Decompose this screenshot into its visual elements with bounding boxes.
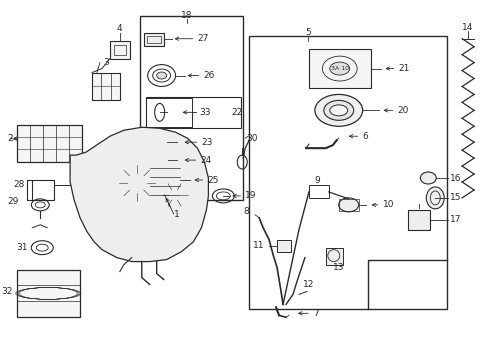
Text: 17: 17 — [450, 215, 462, 224]
Ellipse shape — [330, 105, 348, 116]
Text: 3A 10: 3A 10 — [331, 66, 349, 71]
Bar — [309, 185, 329, 198]
Text: 18: 18 — [181, 11, 192, 20]
Text: 14: 14 — [463, 23, 474, 32]
Text: 8: 8 — [244, 207, 249, 216]
Text: 2: 2 — [7, 134, 13, 143]
Bar — [92, 73, 120, 100]
Text: 33: 33 — [199, 108, 211, 117]
Bar — [326, 248, 343, 265]
Text: 27: 27 — [197, 34, 209, 43]
Text: 28: 28 — [13, 180, 24, 189]
Text: 19: 19 — [245, 192, 257, 201]
Text: 20: 20 — [397, 106, 409, 115]
Text: 10: 10 — [383, 201, 394, 210]
Ellipse shape — [339, 198, 359, 212]
Bar — [17, 270, 80, 317]
Bar — [144, 33, 164, 46]
Text: 6: 6 — [363, 132, 368, 141]
Bar — [147, 36, 161, 43]
Text: 13: 13 — [333, 263, 344, 272]
Bar — [277, 240, 291, 252]
Bar — [249, 36, 447, 309]
Bar — [146, 98, 241, 128]
Bar — [339, 199, 359, 211]
Ellipse shape — [150, 164, 179, 172]
Text: 12: 12 — [303, 280, 315, 289]
Text: 31: 31 — [16, 243, 27, 252]
Text: 30: 30 — [246, 134, 258, 143]
Bar — [309, 49, 370, 89]
Bar — [32, 180, 54, 200]
Bar — [408, 210, 430, 230]
Ellipse shape — [153, 131, 167, 153]
Text: 5: 5 — [305, 28, 311, 37]
Circle shape — [132, 178, 142, 188]
Text: 26: 26 — [203, 71, 215, 80]
Text: 24: 24 — [200, 156, 212, 165]
Text: 3: 3 — [103, 58, 109, 67]
Text: 29: 29 — [7, 197, 18, 206]
Text: 11: 11 — [253, 241, 264, 250]
Ellipse shape — [330, 62, 350, 75]
Text: 15: 15 — [450, 193, 462, 202]
Text: 25: 25 — [207, 176, 219, 185]
Text: 9: 9 — [314, 176, 320, 185]
Text: 21: 21 — [398, 64, 410, 73]
Text: 1: 1 — [173, 210, 179, 219]
Text: 32: 32 — [1, 287, 12, 296]
Text: 7: 7 — [313, 309, 318, 318]
Ellipse shape — [426, 187, 444, 209]
Text: 23: 23 — [201, 138, 213, 147]
Circle shape — [109, 155, 165, 211]
Circle shape — [155, 175, 195, 215]
Ellipse shape — [315, 94, 363, 126]
Polygon shape — [70, 127, 208, 262]
Text: 16: 16 — [450, 174, 462, 183]
Bar — [146, 98, 192, 127]
Text: 22: 22 — [231, 108, 243, 117]
Text: 4: 4 — [117, 24, 122, 33]
Ellipse shape — [324, 100, 354, 120]
Bar — [110, 41, 130, 59]
Bar — [114, 45, 126, 55]
Bar — [140, 16, 243, 200]
Circle shape — [169, 189, 180, 201]
Ellipse shape — [157, 72, 167, 79]
Bar — [150, 168, 179, 195]
Ellipse shape — [420, 172, 436, 184]
Bar — [17, 125, 82, 162]
